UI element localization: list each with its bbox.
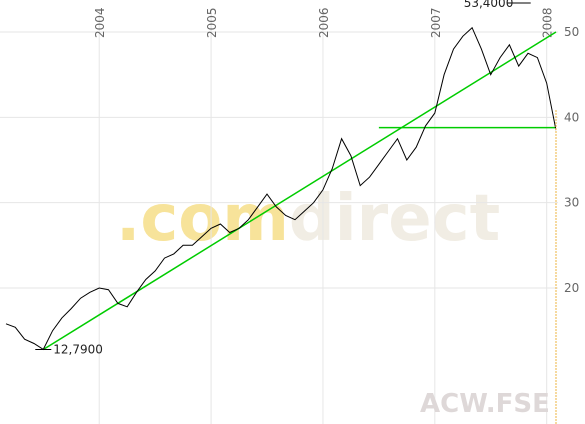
series-line	[5, 26, 557, 351]
trendlines	[42, 31, 557, 351]
ticker-label: ACW.FSE	[420, 389, 550, 419]
y-axis-ticks: 20 30 40 50	[564, 25, 579, 295]
watermark: .comdirect	[116, 182, 500, 256]
markers	[35, 2, 557, 424]
x-tick-label: 2005	[205, 7, 219, 38]
high-annotation: 53,4000	[464, 0, 514, 10]
watermark-suffix: direct	[289, 182, 500, 256]
watermark-text: .comdirect	[116, 182, 500, 256]
low-annotation: 12,7900	[53, 343, 103, 357]
trendline	[42, 31, 557, 351]
watermark-prefix: .com	[116, 182, 289, 256]
y-tick-label: 40	[564, 110, 579, 124]
x-tick-label: 2008	[541, 7, 555, 38]
x-tick-label: 2004	[93, 7, 107, 38]
y-tick-label: 50	[564, 25, 579, 39]
y-tick-label: 20	[564, 281, 579, 295]
grid	[0, 10, 558, 424]
x-tick-label: 2006	[317, 7, 331, 38]
x-tick-label: 2007	[429, 7, 443, 38]
series-group	[5, 26, 557, 351]
x-axis-ticks: 2004 2005 2006 2007 2008	[93, 7, 554, 38]
y-tick-label: 30	[564, 196, 579, 210]
